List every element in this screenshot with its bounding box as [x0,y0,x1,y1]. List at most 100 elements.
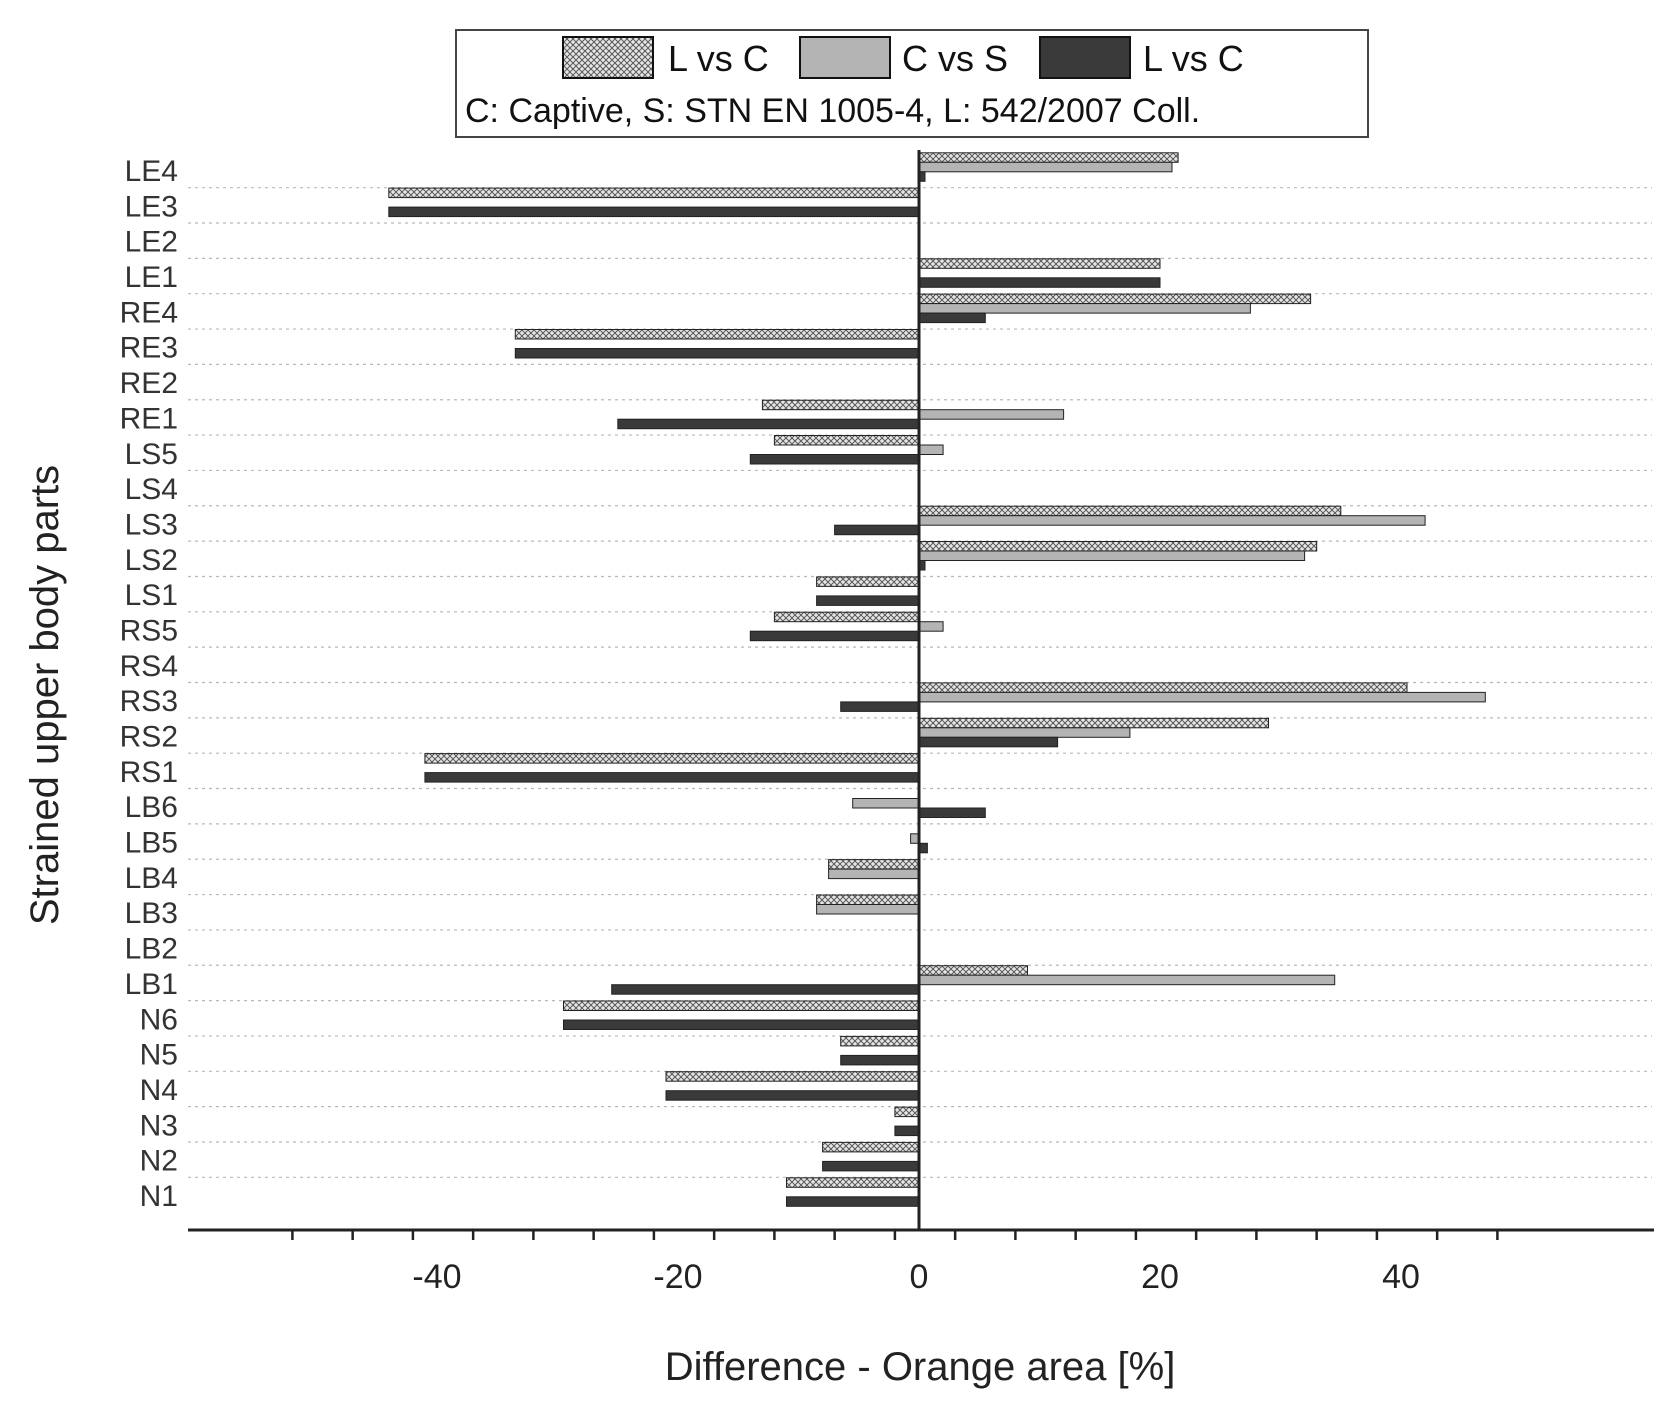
bar-ls5-series-2 [918,444,944,455]
bar-rs1-series-3 [424,772,920,783]
category-label: LE1 [125,261,178,294]
category-label: LB4 [125,862,178,895]
bar-le4-series-2 [918,161,1173,173]
category-label: LB2 [125,933,178,966]
category-label: N3 [140,1109,178,1142]
bar-n2-series-3 [822,1160,920,1172]
bar-lb3-series-2 [816,904,920,915]
category-label: LS3 [125,508,178,541]
bar-rs2-series-2 [918,727,1131,738]
bar-ls5-series-3 [749,454,920,465]
bar-n6-series-3 [563,1019,920,1030]
bar-lb6-series-2 [852,798,920,809]
bar-ls3-series-2 [918,515,1426,526]
category-label: N1 [140,1180,178,1213]
category-label: LB3 [125,897,178,930]
bar-n5-series-3 [840,1054,920,1066]
bar-lb1-series-2 [918,974,1336,986]
bar-ls3-series-1 [918,505,1342,517]
category-label: RE1 [120,402,178,435]
x-axis: -40 -20 0 20 40 [188,150,1654,1296]
legend-label-2: C vs S [902,38,1008,79]
bar-n5-series-1 [840,1035,920,1047]
bar-rs3-series-2 [918,691,1486,703]
bar-le4-series-1 [918,152,1179,163]
category-label: RE4 [120,296,178,329]
bar-n3-series-3 [894,1125,920,1137]
bar-re3-series-1 [514,329,920,340]
x-tick-label: -20 [653,1258,702,1296]
bar-rs1-series-1 [424,753,920,764]
bar-n6-series-1 [563,1000,920,1011]
category-label: LB6 [125,791,178,824]
category-label: N6 [140,1003,178,1036]
bar-n4-series-1 [665,1071,920,1082]
category-label: LS4 [125,473,178,506]
bar-lb4-series-1 [828,859,920,870]
bar-rs5-series-1 [773,611,920,623]
bar-lb4-series-2 [828,868,920,880]
category-label: RE3 [120,332,178,365]
x-tick-label: -40 [412,1258,461,1296]
bar-re3-series-3 [514,348,920,359]
legend-label-3: L vs C [1143,38,1244,79]
category-label: RS1 [120,756,178,789]
category-label: LS2 [125,544,178,577]
bar-le3-series-3 [388,206,920,218]
bar-re4-series-2 [918,303,1251,314]
bar-ls1-series-1 [816,576,920,587]
category-labels: LE4LE3LE2LE1RE4RE3RE2RE1LS5LS4LS3LS2LS1R… [120,155,178,1213]
bar-ls2-series-2 [918,550,1306,561]
bar-n4-series-3 [665,1090,920,1101]
x-tick-label: 20 [1141,1258,1179,1296]
bar-rs2-series-3 [918,736,1059,748]
bar-ls3-series-3 [834,524,920,536]
category-label: N4 [140,1074,178,1107]
grid-lines [188,187,1652,1178]
x-tick-label: 40 [1382,1258,1420,1296]
x-axis-title: Difference - Orange area [%] [665,1345,1176,1389]
category-label: LB1 [125,968,178,1001]
bar-re1-series-1 [761,399,920,411]
bar-ls5-series-1 [773,435,920,446]
category-label: LE4 [125,155,178,188]
category-label: N5 [140,1039,178,1072]
category-label: RS2 [120,721,178,754]
category-label: LS5 [125,438,178,471]
bar-rs5-series-3 [749,630,920,642]
category-label: N2 [140,1145,178,1178]
bars [388,152,1486,1207]
bar-le3-series-1 [388,187,920,199]
bar-n1-series-3 [786,1196,920,1207]
category-label: LS1 [125,579,178,612]
bar-n2-series-1 [822,1141,920,1153]
bar-lb3-series-1 [816,894,920,905]
bar-re1-series-3 [617,418,920,430]
bar-re4-series-3 [918,312,986,324]
category-label: LB5 [125,827,178,860]
bar-le1-series-3 [918,277,1161,288]
bar-n3-series-1 [894,1106,920,1118]
legend-swatch-light [799,36,891,79]
legend-note: C: Captive, S: STN EN 1005-4, L: 542/200… [465,92,1200,130]
category-label: LE3 [125,190,178,223]
legend-swatch-crosshatch [562,36,654,79]
bar-ls2-series-1 [918,541,1318,552]
bar-lb6-series-3 [918,807,986,818]
bar-lb1-series-3 [611,984,920,995]
bar-lb1-series-1 [918,965,1028,976]
bar-le1-series-1 [918,258,1161,269]
bar-n1-series-1 [786,1177,920,1188]
y-axis-title: Strained upper body parts [23,465,67,925]
category-label: RS3 [120,685,178,718]
bar-rs2-series-1 [918,717,1269,729]
bar-re1-series-2 [918,409,1065,420]
bar-rs5-series-2 [918,621,944,632]
bar-ls1-series-3 [816,595,920,606]
legend-label-1: L vs C [668,38,769,79]
legend-swatch-dark [1039,36,1131,79]
category-label: LE2 [125,226,178,259]
category-label: RS4 [120,650,178,683]
bar-rs3-series-1 [918,682,1408,693]
